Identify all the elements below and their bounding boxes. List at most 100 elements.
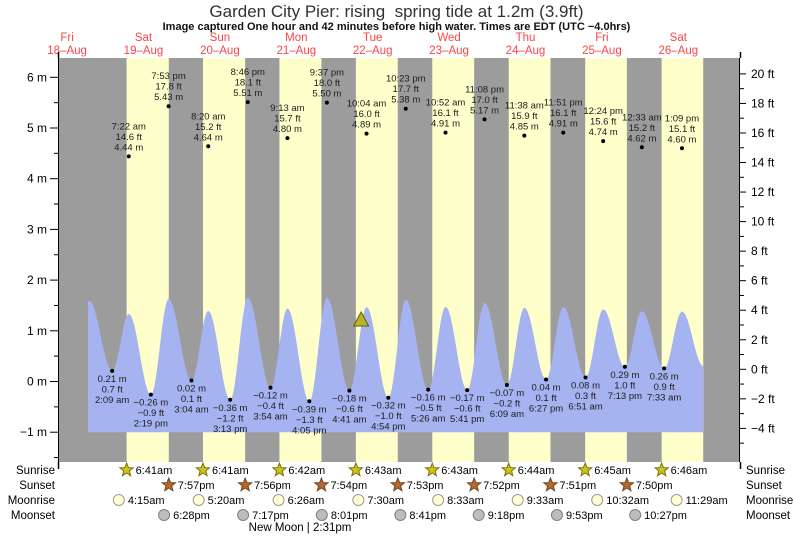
day-date-label: 24–Aug <box>506 45 546 57</box>
moonset-marker: 8:41pm <box>394 509 446 522</box>
moonset-moon-icon <box>629 509 642 521</box>
sunrise-marker: 6:42am <box>271 461 325 477</box>
right-axis-tick-label: 20 ft <box>751 67 775 81</box>
low-tide-annotation: −0.18 m−0.6 ft4:41 am <box>332 388 367 426</box>
high-tide-feet: 15.2 ft <box>629 123 656 134</box>
moonset-marker: 9:18pm <box>472 509 524 522</box>
low-tide-feet: −1.0 ft <box>375 411 402 422</box>
low-tide-annotation: −0.17 m−0.6 ft5:41 pm <box>450 388 485 425</box>
high-tide-dot <box>639 145 644 150</box>
low-tide-metres: −0.36 m <box>213 403 248 414</box>
low-tide-annotation: 0.04 m0.1 ft6:27 pm <box>529 377 563 414</box>
right-axis-tick-label: 10 ft <box>751 215 775 229</box>
low-tide-metres: −0.39 m <box>292 404 327 415</box>
high-tide-dot <box>126 154 131 159</box>
sunrise-star-icon <box>500 461 517 477</box>
low-tide-feet: 0.7 ft <box>102 384 123 395</box>
sunset-row-label-right: Sunset <box>746 480 783 492</box>
sunset-marker: 7:51pm <box>542 476 596 492</box>
right-axis-tick-label: 8 ft <box>751 244 768 258</box>
high-tide-feet: 15.6 ft <box>590 117 617 128</box>
low-tide-dot <box>544 377 549 382</box>
low-tide-feet: 0.9 ft <box>654 382 675 393</box>
day-weekday-label: Sat <box>135 32 153 44</box>
low-tide-metres: −0.12 m <box>253 391 288 402</box>
high-tide-dot <box>245 100 250 105</box>
sunset-time: 7:52pm <box>483 480 520 492</box>
sunset-star-icon <box>542 476 559 492</box>
tide-area <box>88 297 703 433</box>
left-axis-tick-label: 1 m <box>27 324 47 338</box>
day-date-label: 18–Aug <box>47 45 87 57</box>
low-tide-feet: −0.5 ft <box>415 403 442 414</box>
moonrise-marker: 8:33am <box>432 494 484 507</box>
low-tide-annotation: −0.16 m−0.5 ft5:26 am <box>411 387 446 425</box>
sunset-time: 7:53pm <box>407 480 444 492</box>
high-tide-dot <box>166 104 171 109</box>
low-tide-dot <box>228 397 233 402</box>
page-subtitle: Image captured One hour and 42 minutes b… <box>162 21 631 33</box>
day-date-label: 19–Aug <box>124 45 164 57</box>
low-tide-feet: −0.6 ft <box>336 404 363 415</box>
high-tide-metres: 5.43 m <box>154 92 183 103</box>
low-tide-time: 6:09 am <box>490 409 524 420</box>
sunrise-marker: 6:41am <box>194 461 249 477</box>
sunset-row: Sunset Sunset 7:57pm 7:56pm 7:54pm 7:53pm 7:52… <box>19 476 783 492</box>
sunset-star-icon <box>466 476 483 492</box>
low-tide-metres: 0.26 m <box>650 371 679 382</box>
moonrise-moon-icon <box>511 494 524 506</box>
day-weekday-label: Sun <box>210 32 230 44</box>
moonrise-time: 7:30am <box>367 495 404 507</box>
high-tide-metres: 4.64 m <box>194 132 223 143</box>
low-tide-annotation: −0.39 m−1.3 ft4:05 pm <box>292 399 327 436</box>
low-tide-time: 6:51 am <box>568 401 602 412</box>
sunrise-star-icon <box>118 461 135 477</box>
sunrise-marker: 6:44am <box>500 461 554 477</box>
high-tide-time: 9:37 pm <box>310 68 344 79</box>
right-axis-tick-label: 14 ft <box>751 156 775 170</box>
high-tide-dot <box>364 131 369 136</box>
moonrise-time: 8:33am <box>447 495 484 507</box>
low-tide-metres: 0.02 m <box>177 383 206 394</box>
high-tide-dot <box>324 100 329 105</box>
sunrise-marker: 6:43am <box>347 461 402 477</box>
low-tide-annotation: 0.26 m0.9 ft7:33 am <box>647 366 681 403</box>
day-labels: Fri18–AugSat19–AugSun20–AugMon21–AugTue2… <box>47 32 698 57</box>
left-axis-tick-label: 0 m <box>27 375 47 389</box>
low-tide-dot <box>465 388 470 393</box>
left-axis-tick-label: 5 m <box>27 121 47 135</box>
low-tide-time: 2:09 am <box>95 395 129 406</box>
sunrise-time: 6:42am <box>288 465 325 477</box>
moonrise-marker: 6:26am <box>272 494 324 507</box>
low-tide-feet: −0.2 ft <box>494 399 521 410</box>
moonset-moon-icon <box>237 509 250 521</box>
high-tide-feet: 15.1 ft <box>669 124 696 135</box>
moonrise-moon-icon <box>591 494 604 506</box>
sunrise-star-icon <box>194 461 211 477</box>
sunset-time: 7:50pm <box>636 480 673 492</box>
high-tide-feet: 16.1 ft <box>432 108 459 119</box>
high-tide-dot <box>561 130 566 135</box>
low-tide-time: 4:54 pm <box>371 422 405 433</box>
high-tide-feet: 15.9 ft <box>511 111 538 122</box>
low-tide-annotation: −0.32 m−1.0 ft4:54 pm <box>371 395 406 433</box>
low-tide-metres: −0.32 m <box>371 401 406 412</box>
low-tide-dot <box>307 399 312 404</box>
left-axis-tick-label: 6 m <box>27 70 47 84</box>
moonset-moon-icon <box>315 509 328 521</box>
high-tide-time: 10:52 am <box>426 98 466 109</box>
moonrise-marker: 9:33am <box>511 494 563 507</box>
moonrise-time: 5:20am <box>208 495 245 507</box>
low-tide-time: 4:05 pm <box>292 425 326 436</box>
high-tide-time: 8:20 am <box>191 111 225 122</box>
moonrise-moon-icon <box>192 494 205 506</box>
low-tide-time: 4:41 am <box>332 415 366 426</box>
high-tide-feet: 17.8 ft <box>155 82 182 93</box>
